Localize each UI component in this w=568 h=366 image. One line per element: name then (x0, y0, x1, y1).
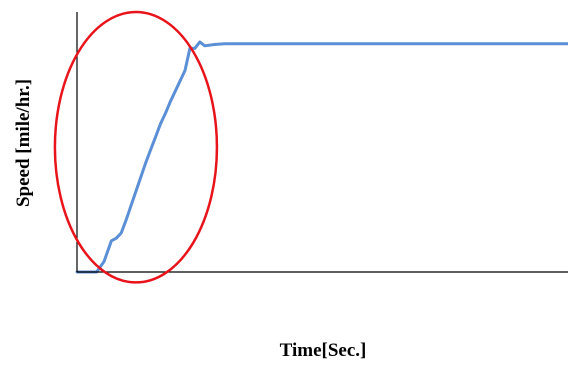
x-axis-title: Time[Sec.] (280, 340, 367, 361)
y-axis-title: Speed [mile/hr.] (13, 79, 34, 207)
plot-area (75, 40, 568, 274)
highlight-ellipse (53, 10, 219, 284)
speed-series-line (75, 40, 568, 274)
